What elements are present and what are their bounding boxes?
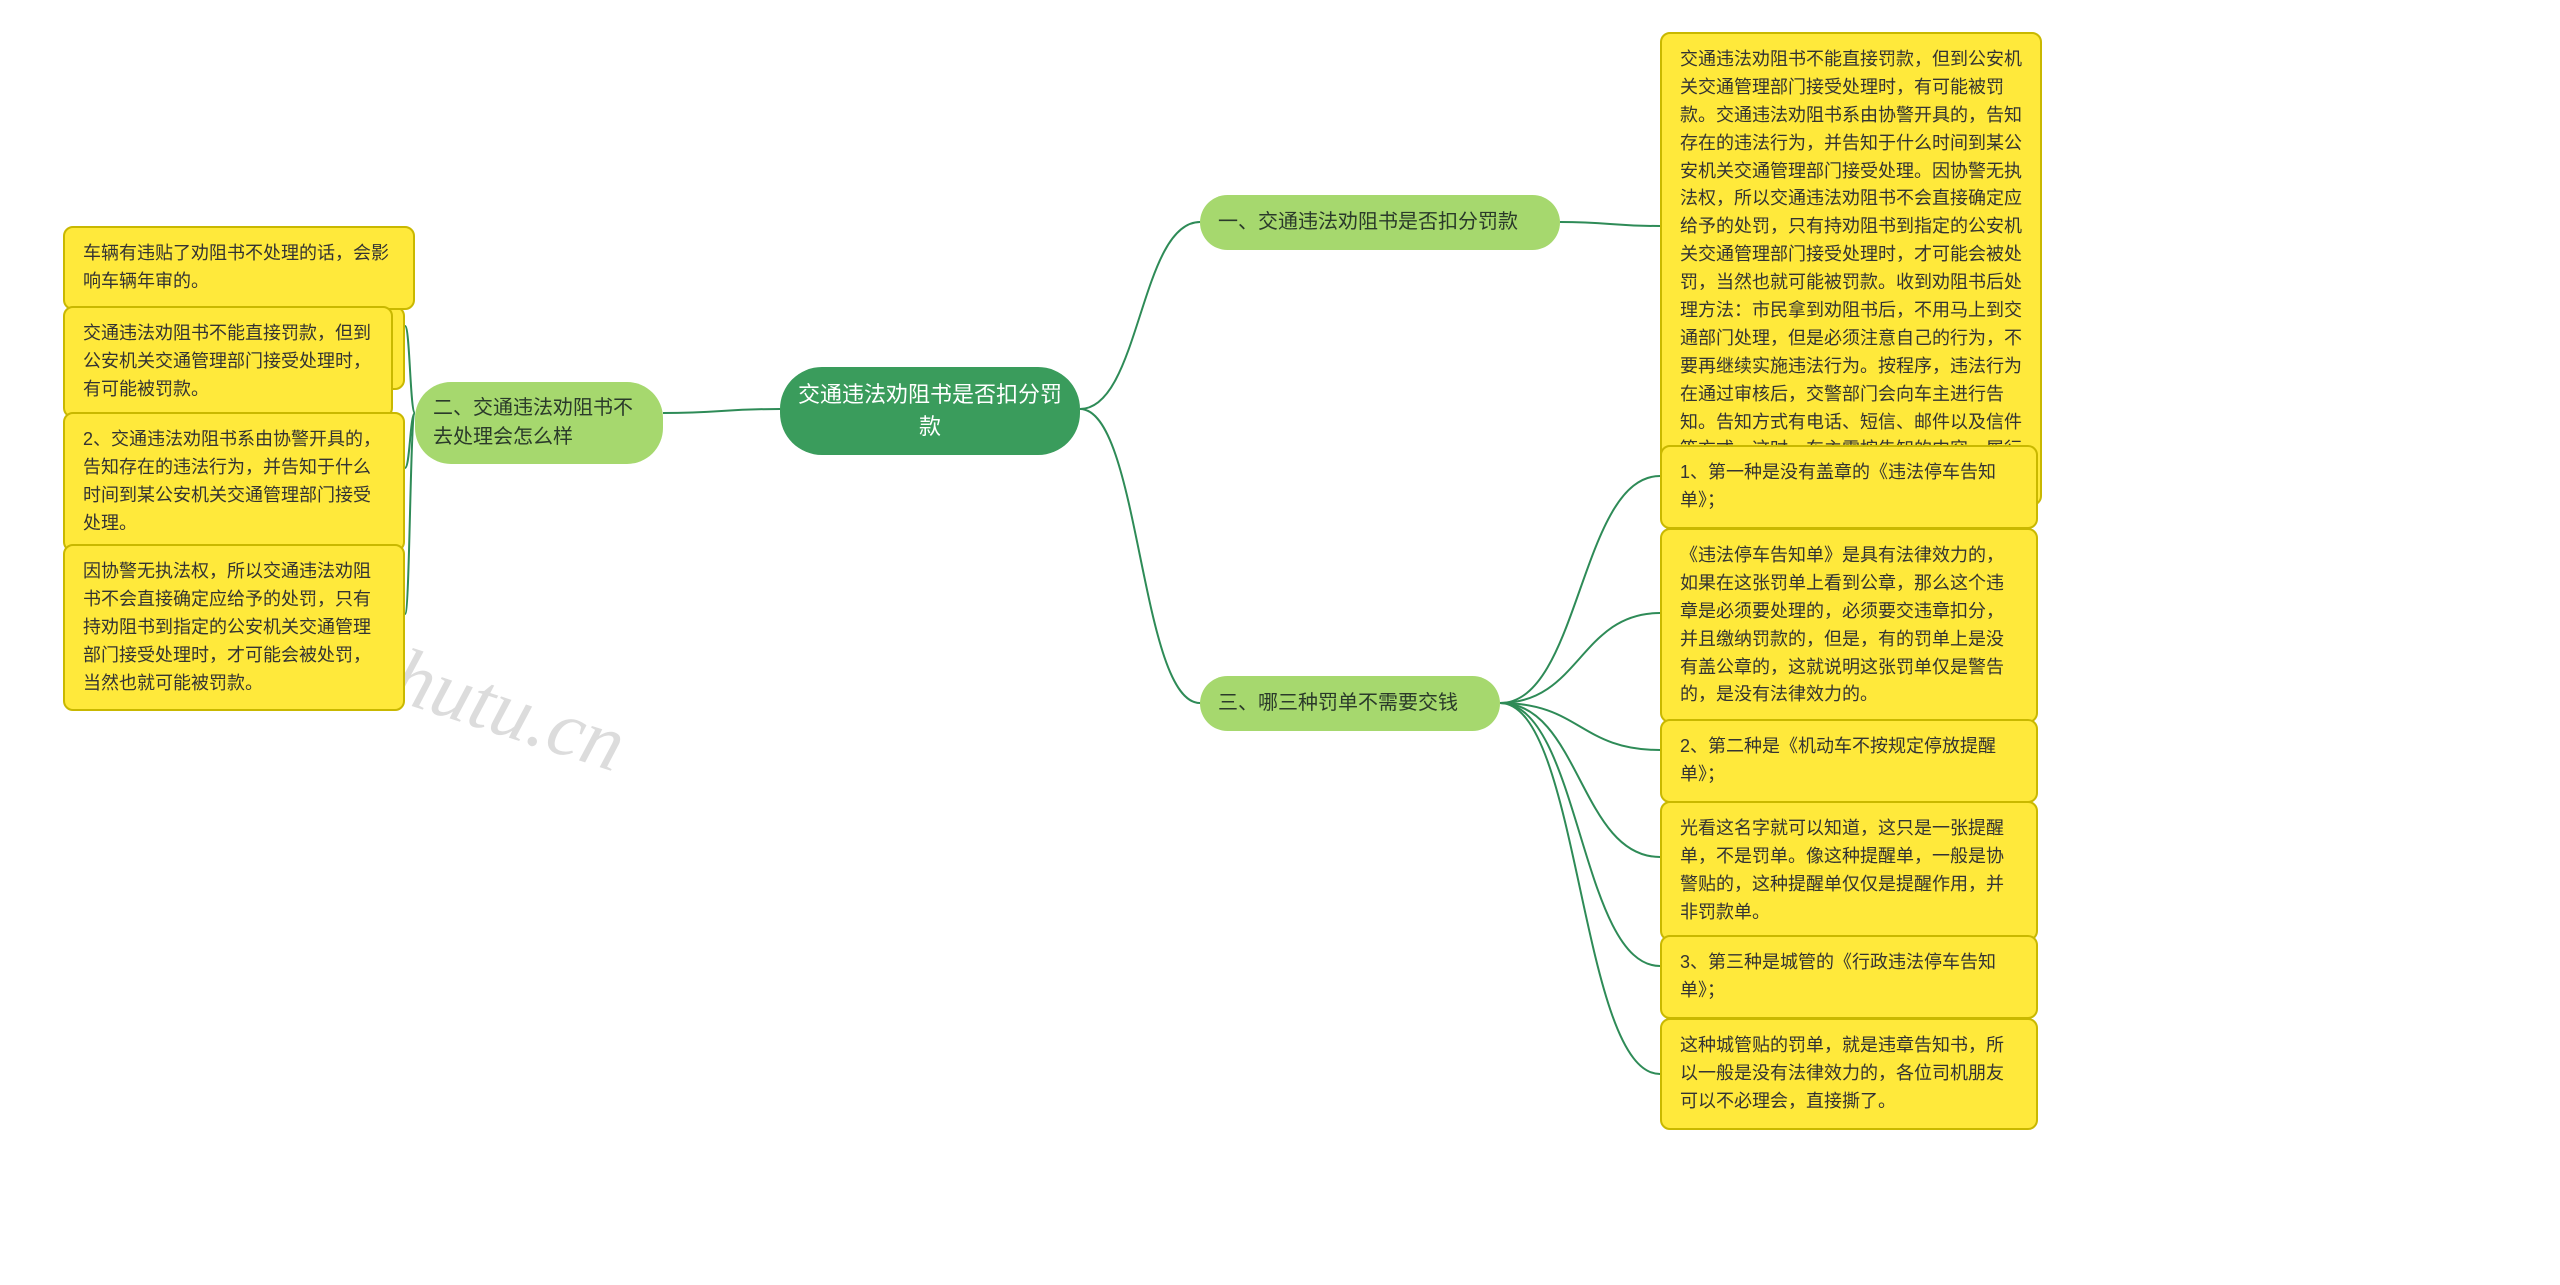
- branch-3-label: 三、哪三种罚单不需要交钱: [1218, 688, 1458, 719]
- branch-3-leaf-4: 光看这名字就可以知道，这只是一张提醒单，不是罚单。像这种提醒单，一般是协警贴的，…: [1660, 801, 2038, 941]
- leaf-text: 2、交通违法劝阻书系由协警开具的，告知存在的违法行为，并告知于什么时间到某公安机…: [83, 426, 385, 538]
- branch-2-leaf-2: 2、交通违法劝阻书系由协警开具的，告知存在的违法行为，并告知于什么时间到某公安机…: [63, 412, 405, 552]
- branch-2-leaf-1b: 交通违法劝阻书不能直接罚款，但到公安机关交通管理部门接受处理时，有可能被罚款。: [63, 306, 393, 418]
- leaf-text: 这种城管贴的罚单，就是违章告知书，所以一般是没有法律效力的，各位司机朋友可以不必…: [1680, 1032, 2018, 1116]
- leaf-text: 《违法停车告知单》是具有法律效力的，如果在这张罚单上看到公章，那么这个违章是必须…: [1680, 542, 2018, 709]
- branch-2-label: 二、交通违法劝阻书不去处理会怎么样: [433, 394, 645, 452]
- leaf-text: 2、第二种是《机动车不按规定停放提醒单》；: [1680, 733, 2018, 789]
- branch-3-leaf-6: 这种城管贴的罚单，就是违章告知书，所以一般是没有法律效力的，各位司机朋友可以不必…: [1660, 1018, 2038, 1130]
- leaf-text: 因协警无执法权，所以交通违法劝阻书不会直接确定应给予的处罚，只有持劝阻书到指定的…: [83, 558, 385, 697]
- leaf-text: 3、第三种是城管的《行政违法停车告知单》；: [1680, 949, 2018, 1005]
- branch-1-label: 一、交通违法劝阻书是否扣分罚款: [1218, 207, 1518, 238]
- branch-1: 一、交通违法劝阻书是否扣分罚款: [1200, 195, 1560, 250]
- branch-1-leaf-1: 交通违法劝阻书不能直接罚款，但到公安机关交通管理部门接受处理时，有可能被罚款。交…: [1660, 32, 2042, 506]
- branch-3-leaf-1: 1、第一种是没有盖章的《违法停车告知单》；: [1660, 445, 2038, 529]
- branch-3-leaf-3: 2、第二种是《机动车不按规定停放提醒单》；: [1660, 719, 2038, 803]
- leaf-text: 交通违法劝阻书不能直接罚款，但到公安机关交通管理部门接受处理时，有可能被罚款。交…: [1680, 46, 2022, 492]
- leaf-text: 1、第一种是没有盖章的《违法停车告知单》；: [1680, 459, 2018, 515]
- branch-2-leaf-3: 因协警无执法权，所以交通违法劝阻书不会直接确定应给予的处罚，只有持劝阻书到指定的…: [63, 544, 405, 711]
- branch-2-leaf-1a: 车辆有违贴了劝阻书不处理的话，会影响车辆年审的。: [63, 226, 415, 310]
- branch-3-leaf-2: 《违法停车告知单》是具有法律效力的，如果在这张罚单上看到公章，那么这个违章是必须…: [1660, 528, 2038, 723]
- leaf-text: 车辆有违贴了劝阻书不处理的话，会影响车辆年审的。: [83, 240, 395, 296]
- mindmap-root: 交通违法劝阻书是否扣分罚款: [780, 367, 1080, 455]
- root-label: 交通违法劝阻书是否扣分罚款: [798, 379, 1062, 443]
- branch-3: 三、哪三种罚单不需要交钱: [1200, 676, 1500, 731]
- leaf-text: 光看这名字就可以知道，这只是一张提醒单，不是罚单。像这种提醒单，一般是协警贴的，…: [1680, 815, 2018, 927]
- leaf-text: 交通违法劝阻书不能直接罚款，但到公安机关交通管理部门接受处理时，有可能被罚款。: [83, 320, 373, 404]
- branch-3-leaf-5: 3、第三种是城管的《行政违法停车告知单》；: [1660, 935, 2038, 1019]
- branch-2: 二、交通违法劝阻书不去处理会怎么样: [415, 382, 663, 464]
